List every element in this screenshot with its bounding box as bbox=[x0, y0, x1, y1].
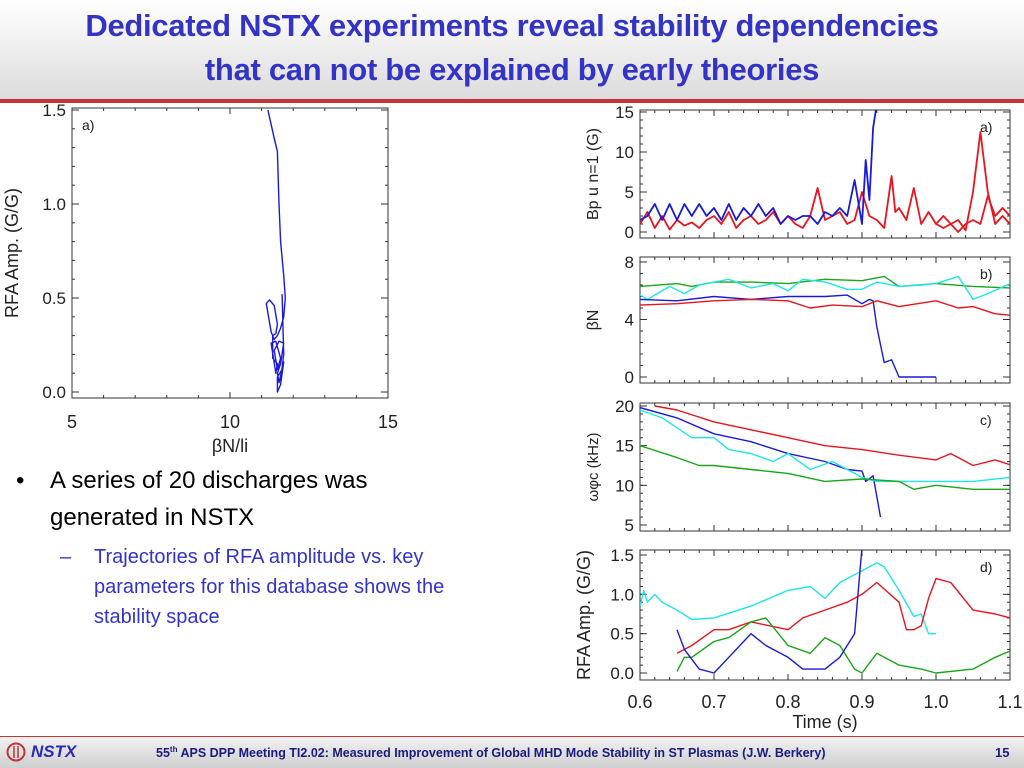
chart-panel-right-b: 0 4 8 b) βN bbox=[585, 253, 1011, 387]
y-axis-label: RFA Amp. (G/G) bbox=[2, 188, 22, 318]
panel-label: a) bbox=[82, 117, 94, 133]
y-axis-label: Bp u n=1 (G) bbox=[585, 128, 602, 220]
y-tick-label: 0 bbox=[625, 368, 634, 387]
panel-label: a) bbox=[980, 119, 992, 135]
y-tick-label: 0.5 bbox=[42, 289, 66, 308]
x-tick-label: 0.9 bbox=[849, 692, 874, 712]
series-line-blue bbox=[640, 110, 877, 225]
nstx-logo-icon bbox=[6, 742, 26, 762]
meeting-text: APS DPP Meeting TI2.02: Measured Improve… bbox=[177, 746, 826, 761]
x-tick-label: 15 bbox=[378, 412, 398, 432]
series-line-red bbox=[676, 577, 1010, 654]
series-line-red bbox=[654, 405, 1010, 467]
nstx-logo: NSTX bbox=[6, 742, 76, 762]
series-line-red bbox=[640, 131, 1010, 232]
y-tick-label: 1.5 bbox=[610, 546, 634, 565]
y-tick-label: 15 bbox=[615, 103, 634, 122]
logo-text: NSTX bbox=[31, 742, 77, 761]
chart-panel-right-d: 0.0 0.5 1.0 1.5 0.6 0.7 0.8 0.9 1.0 1.1 d) RFA Amp.… bbox=[574, 546, 1023, 732]
page-number: 15 bbox=[995, 745, 1010, 760]
bullet-list: • A series of 20 discharges was generate… bbox=[14, 462, 464, 632]
series-line-cyan bbox=[640, 409, 1010, 483]
chart-panel-right-c: 5 10 15 20 c) ωφc (kHz) bbox=[585, 397, 1011, 535]
header-divider bbox=[0, 99, 1024, 103]
y-tick-label: 1.0 bbox=[610, 585, 634, 604]
slide-title: Dedicated NSTX experiments reveal stabil… bbox=[0, 4, 1024, 92]
y-tick-label: 10 bbox=[615, 476, 634, 495]
series-line-green bbox=[640, 445, 1010, 490]
y-tick-label: 0 bbox=[625, 223, 634, 242]
x-tick-label: 0.6 bbox=[627, 692, 652, 712]
footer-citation: 55th APS DPP Meeting TI2.02: Measured Im… bbox=[156, 745, 826, 760]
panel-label: b) bbox=[980, 266, 992, 282]
x-tick-label: 1.1 bbox=[997, 692, 1022, 712]
meeting-number: 55 bbox=[156, 746, 170, 761]
y-tick-label: 10 bbox=[615, 143, 634, 162]
series-line-cyan bbox=[640, 562, 936, 635]
panel-label: d) bbox=[980, 559, 992, 575]
meeting-ordinal: th bbox=[169, 745, 178, 754]
plot-frame bbox=[639, 256, 1011, 384]
slide-header bbox=[0, 0, 1024, 99]
bullet-item: • A series of 20 discharges was generate… bbox=[14, 462, 464, 536]
y-tick-label: 5 bbox=[625, 183, 634, 202]
y-tick-label: 0.5 bbox=[610, 625, 634, 644]
series-line-blue bbox=[640, 294, 936, 378]
y-tick-label: 8 bbox=[625, 253, 634, 272]
x-tick-label: 10 bbox=[220, 412, 240, 432]
series-line-green bbox=[676, 617, 1010, 674]
chart-panel-left: 0.0 0.5 1.0 1.5 5 10 15 a) RFA Amp. (G/G) βN/li bbox=[2, 101, 398, 456]
sub-bullet-item: – Trajectories of RFA amplitude vs. key … bbox=[14, 542, 464, 632]
sub-bullet-marker: – bbox=[60, 546, 72, 568]
y-axis-label: βN bbox=[585, 310, 602, 331]
panel-label: c) bbox=[980, 412, 992, 428]
x-tick-label: 0.7 bbox=[701, 692, 726, 712]
slide-footer bbox=[0, 737, 1024, 768]
y-tick-label: 1.0 bbox=[42, 195, 66, 214]
chart-panel-right-a: 0 5 10 15 a) Bp u n=1 (G) bbox=[585, 103, 1011, 242]
x-tick-label: 1.0 bbox=[923, 692, 948, 712]
y-tick-label: 20 bbox=[615, 397, 634, 416]
plot-frame bbox=[639, 402, 1011, 532]
plot-frame bbox=[639, 549, 1011, 681]
x-tick-label: 5 bbox=[67, 412, 77, 432]
series-line-trajectory bbox=[265, 109, 286, 393]
plot-frame bbox=[71, 107, 389, 399]
y-tick-label: 0.0 bbox=[42, 383, 66, 402]
y-tick-label: 0.0 bbox=[610, 664, 634, 683]
x-axis-label: Time (s) bbox=[792, 712, 857, 732]
y-axis-label: ωφc (kHz) bbox=[585, 433, 602, 502]
title-line-1: Dedicated NSTX experiments reveal stabil… bbox=[85, 8, 939, 43]
x-axis-label: βN/li bbox=[212, 436, 248, 456]
title-line-2: that can not be explained by early theor… bbox=[204, 52, 820, 87]
bullet-text: A series of 20 discharges was generated … bbox=[50, 467, 368, 531]
series-line-blue bbox=[676, 550, 863, 674]
y-tick-label: 4 bbox=[625, 311, 634, 330]
y-tick-label: 15 bbox=[615, 437, 634, 456]
bullet-marker: • bbox=[16, 467, 25, 494]
y-axis-label: RFA Amp. (G/G) bbox=[574, 550, 594, 680]
series-line-cyan bbox=[640, 275, 1010, 301]
series-line-red bbox=[640, 298, 1010, 316]
x-tick-label: 0.8 bbox=[775, 692, 800, 712]
sub-bullet-text: Trajectories of RFA amplitude vs. key pa… bbox=[94, 546, 445, 628]
y-tick-label: 5 bbox=[625, 516, 634, 535]
y-tick-label: 1.5 bbox=[42, 101, 66, 120]
series-line-red2 bbox=[935, 195, 1010, 233]
